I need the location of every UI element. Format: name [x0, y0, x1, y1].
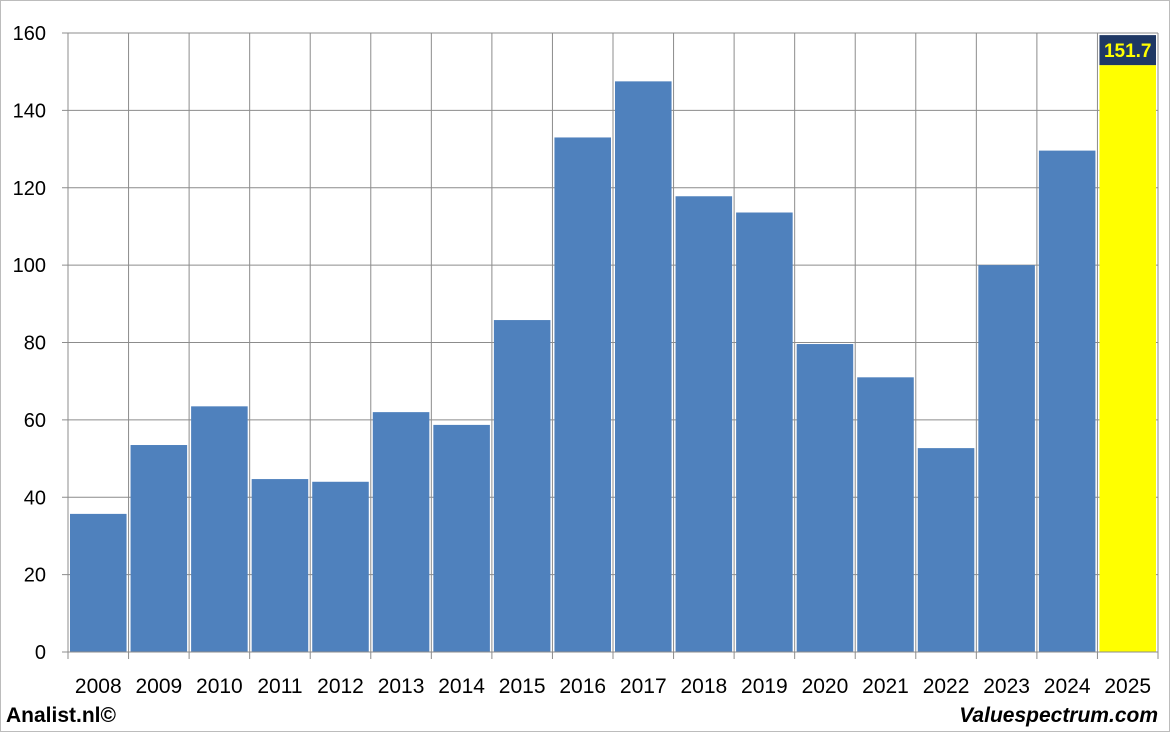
x-tick-label-2010: 2010 — [196, 675, 243, 698]
x-tick-label-2024: 2024 — [1044, 675, 1091, 698]
y-tick-label: 120 — [13, 178, 46, 200]
x-tick-labels: 2008 2009 2010 2011 2012 2013 2014 2015 2016 2017… — [75, 675, 1151, 698]
x-tick-label-2022: 2022 — [923, 675, 970, 698]
bar-2010 — [191, 406, 248, 652]
y-tick-label: 100 — [13, 255, 46, 277]
bar-2008 — [70, 513, 127, 652]
axes — [62, 32, 1159, 659]
data-labels: 151.7 — [1099, 35, 1156, 66]
bar-2018 — [675, 196, 733, 653]
data-label-box — [1099, 35, 1156, 66]
x-tick-label-2017: 2017 — [620, 675, 667, 698]
y-tick-label: 140 — [13, 100, 46, 122]
x-tick-label-2011: 2011 — [257, 675, 302, 698]
y-tick-labels: 0 20 40 60 80 100 120 140 160 — [13, 23, 46, 664]
x-tick-label-2015: 2015 — [499, 675, 546, 698]
x-tick-label-2012: 2012 — [317, 675, 364, 698]
x-tick-label-2021: 2021 — [862, 675, 909, 698]
x-tick-label-2013: 2013 — [378, 675, 425, 698]
bar-2015 — [493, 320, 551, 652]
x-tick-label-2009: 2009 — [135, 675, 182, 698]
bar-2020 — [796, 344, 854, 652]
x-tick-label-2020: 2020 — [802, 675, 849, 698]
bar-2022 — [917, 448, 975, 652]
x-tick-label-2025: 2025 — [1104, 675, 1151, 698]
x-tick-label-2018: 2018 — [680, 675, 727, 698]
bar-2021 — [857, 377, 914, 652]
x-tick-label-2023: 2023 — [983, 675, 1030, 698]
y-tick-label: 60 — [24, 410, 46, 432]
source-credit-right: Valuespectrum.com — [959, 704, 1158, 727]
x-tick-label-2016: 2016 — [559, 675, 606, 698]
y-tick-label: 40 — [24, 487, 46, 509]
x-tick-label-2008: 2008 — [75, 675, 122, 698]
bar-2014 — [433, 424, 490, 652]
bars — [70, 65, 1156, 653]
y-tick-label: 20 — [24, 565, 46, 587]
bar-2017 — [615, 81, 672, 652]
bar-2011 — [251, 479, 309, 652]
x-tick-label-2019: 2019 — [741, 675, 788, 698]
bar-2019 — [736, 212, 793, 652]
bar-2023 — [978, 265, 1035, 652]
bar-2013 — [372, 412, 430, 652]
bar-2025 — [1099, 65, 1156, 653]
y-tick-label: 160 — [13, 23, 46, 45]
data-label-value: 151.7 — [1104, 41, 1152, 62]
x-tick-label-2014: 2014 — [438, 675, 485, 698]
y-tick-label: 0 — [35, 642, 46, 664]
source-credit-left: Analist.nl© — [6, 704, 116, 727]
bar-2024 — [1038, 150, 1096, 653]
bar-2012 — [312, 481, 369, 652]
bar-2016 — [554, 137, 611, 653]
y-tick-label: 80 — [24, 333, 46, 355]
bar-2009 — [130, 445, 188, 652]
